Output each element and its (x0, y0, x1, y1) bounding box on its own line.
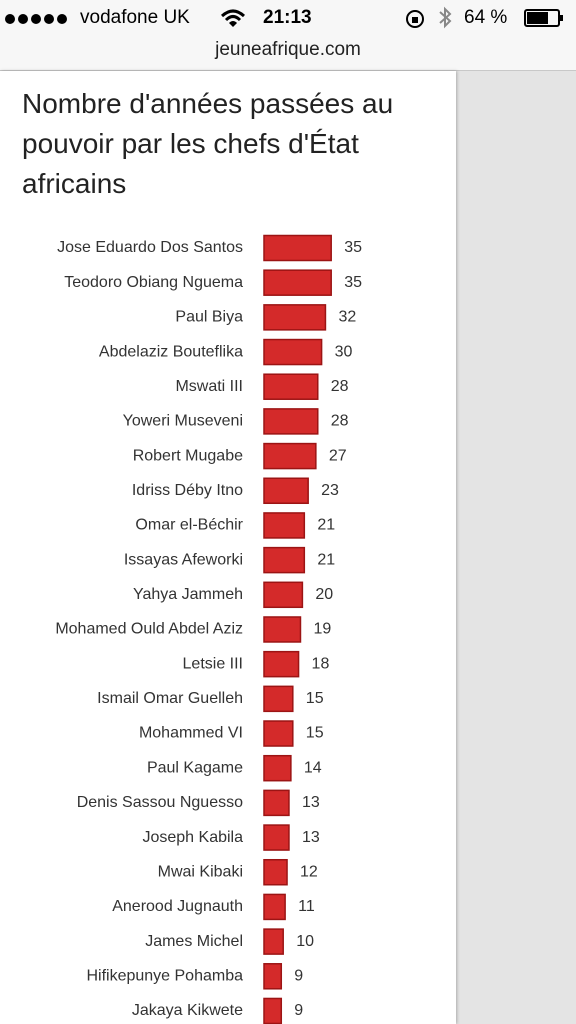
bar (263, 304, 327, 331)
value-label: 28 (331, 413, 349, 430)
bar (263, 858, 288, 886)
browser-header: vodafone UK 21:13 64 % jeuneafrique.com (0, 0, 576, 71)
value-label: 19 (313, 621, 331, 638)
category-label: Hifikepunye Pohamba (86, 967, 243, 984)
bar (263, 234, 332, 262)
content-panel (0, 71, 456, 1024)
bar (263, 928, 284, 955)
wifi-icon (220, 9, 246, 27)
clock: 21:13 (263, 7, 312, 28)
bar (263, 893, 286, 921)
category-label: Joseph Kabila (142, 829, 243, 846)
signal-icon (5, 14, 67, 24)
value-label: 28 (331, 378, 349, 395)
bar (263, 269, 332, 296)
value-label: 20 (315, 586, 333, 603)
value-label: 30 (335, 343, 353, 360)
bar (263, 997, 283, 1024)
category-label: Paul Biya (175, 309, 243, 326)
category-label: Mswati III (175, 378, 243, 395)
category-label: Robert Mugabe (133, 447, 243, 464)
value-label: 14 (304, 759, 322, 776)
bar (263, 442, 317, 470)
value-label: 32 (338, 309, 356, 326)
carrier: vodafone UK (80, 7, 190, 28)
value-label: 11 (298, 898, 315, 915)
category-label: Anerood Jugnauth (112, 898, 243, 915)
bar (263, 373, 319, 400)
bar (263, 789, 290, 817)
category-label: Mohammed VI (139, 725, 243, 742)
status-icons (406, 6, 452, 29)
value-label: 27 (329, 447, 347, 464)
value-label: 35 (344, 274, 362, 291)
bar (263, 685, 294, 713)
battery-icon (524, 9, 563, 27)
category-label: Paul Kagame (147, 759, 243, 776)
chart: Jose Eduardo Dos Santos 35 Teodoro Obiang … (55, 234, 362, 1024)
value-label: 21 (317, 551, 335, 568)
bar (263, 408, 319, 435)
value-label: 9 (294, 967, 303, 984)
chart-title: Nombre d'années passées au pouvoir par l… (22, 88, 394, 199)
value-label: 15 (306, 725, 324, 742)
value-label: 12 (300, 863, 318, 880)
category-label: Yahya Jammeh (133, 586, 243, 603)
category-label: Yoweri Museveni (123, 413, 243, 430)
category-label: Abdelaziz Bouteflika (99, 343, 243, 360)
value-label: 18 (312, 655, 330, 672)
value-label: 21 (317, 517, 335, 534)
bar (263, 512, 306, 539)
category-label: Issayas Afeworki (124, 551, 243, 568)
value-label: 23 (321, 482, 339, 499)
value-label: 9 (294, 1002, 303, 1019)
category-label: Letsie III (183, 655, 243, 672)
category-label: Teodoro Obiang Nguema (64, 274, 243, 291)
category-label: James Michel (145, 933, 243, 950)
bar (263, 616, 302, 643)
category-label: Mohamed Ould Abdel Aziz (55, 621, 243, 638)
value-label: 15 (306, 690, 324, 707)
bar (263, 581, 304, 609)
bar (263, 477, 309, 505)
value-label: 10 (296, 933, 314, 950)
bar (263, 963, 283, 990)
bar (263, 650, 300, 678)
bar (263, 338, 323, 366)
bar (263, 720, 294, 747)
battery-level: 64 % (464, 7, 508, 28)
category-label: Idriss Déby Itno (132, 482, 243, 499)
category-label: Mwai Kibaki (158, 863, 243, 880)
category-label: Jakaya Kikwete (132, 1002, 243, 1019)
value-label: 35 (344, 239, 362, 256)
bar (263, 754, 292, 782)
value-label: 13 (302, 794, 320, 811)
category-label: Jose Eduardo Dos Santos (57, 239, 243, 256)
bar (263, 824, 290, 851)
bar (263, 546, 306, 574)
category-label: Denis Sassou Nguesso (77, 794, 243, 811)
category-label: Omar el-Béchir (135, 517, 243, 534)
category-label: Ismail Omar Guelleh (97, 690, 243, 707)
url[interactable]: jeuneafrique.com (215, 39, 361, 60)
value-label: 13 (302, 829, 320, 846)
